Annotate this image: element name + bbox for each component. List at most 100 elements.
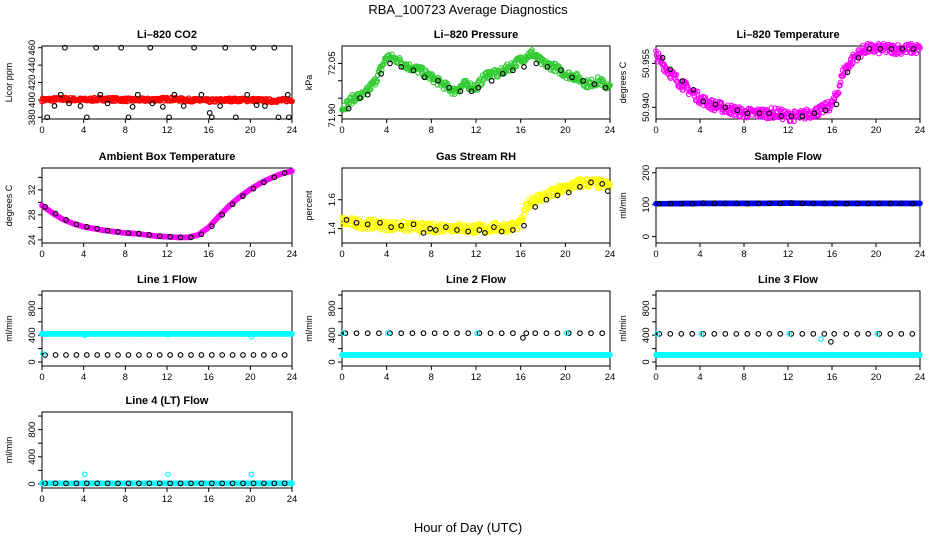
panel-title: Ambient Box Temperature: [99, 151, 236, 163]
y-tick-label: 440: [27, 57, 38, 73]
data-point: [198, 231, 205, 238]
data-point: [855, 54, 862, 61]
data-point: [42, 203, 48, 210]
x-tick-label: 20: [871, 372, 882, 383]
x-tick-label: 12: [162, 125, 173, 136]
data-point: [766, 110, 773, 117]
y-tick-label: 420: [27, 75, 38, 91]
data-point: [52, 352, 59, 358]
data-point: [607, 82, 613, 88]
data-point: [83, 352, 90, 358]
data-point: [832, 200, 839, 207]
data-point: [261, 352, 267, 358]
data-point: [44, 114, 51, 121]
data-point: [188, 480, 194, 487]
data-point: [913, 50, 920, 57]
data-point: [118, 44, 125, 51]
data-point: [917, 45, 923, 51]
plot-frame: [41, 167, 293, 244]
x-tick-label: 12: [162, 249, 173, 260]
panel-title: Li–820 CO2: [137, 29, 197, 41]
panel-title: Li–820 Temperature: [736, 29, 839, 41]
x-tick-label: 4: [81, 494, 86, 505]
data-point: [284, 91, 291, 98]
plot-frame: [41, 290, 293, 367]
x-tick-label: 20: [245, 125, 256, 136]
data-point: [62, 44, 68, 51]
data-point: [52, 210, 59, 217]
data-point: [146, 352, 153, 358]
data-point: [377, 219, 383, 226]
data-point: [156, 480, 163, 487]
data-point: [165, 331, 171, 338]
data-point: [876, 331, 883, 337]
panel-title: Li–820 Pressure: [434, 29, 518, 41]
data-point: [398, 64, 405, 70]
y-axis-label: kPa: [304, 75, 314, 91]
data-point: [690, 86, 697, 93]
data-point: [711, 331, 718, 337]
data-point: [63, 480, 69, 487]
x-tick-label: 20: [871, 125, 882, 136]
data-point: [240, 193, 246, 199]
data-point: [281, 170, 288, 176]
data-point: [281, 352, 288, 358]
x-tick-label: 0: [39, 372, 44, 383]
x-tick-label: 12: [783, 372, 794, 383]
data-point: [180, 103, 187, 109]
data-point: [364, 221, 371, 228]
data-point: [166, 114, 172, 121]
y-axis-label: degrees C: [4, 184, 14, 226]
data-point: [580, 77, 587, 84]
panel-10: Line 4 (LT) Flow 0 4 8 12 16 20 24 0 400 800 ml/min: [4, 395, 297, 505]
data-point: [420, 230, 427, 236]
y-tick-label: 24: [27, 235, 38, 246]
series-3: [654, 331, 880, 343]
data-point: [229, 352, 236, 358]
x-tick-label: 0: [653, 125, 658, 136]
data-point: [73, 480, 80, 487]
series-1: [339, 175, 613, 237]
x-tick-label: 4: [384, 249, 389, 260]
data-point: [778, 113, 785, 119]
x-tick-label: 8: [123, 249, 128, 260]
y-axis-label: degrees C: [618, 61, 628, 103]
x-tick-label: 8: [429, 125, 434, 136]
data-point: [829, 101, 836, 108]
data-point: [286, 114, 292, 121]
data-point: [565, 189, 572, 196]
x-tick-label: 24: [915, 372, 926, 383]
x-tick-label: 0: [339, 372, 344, 383]
series-2: [42, 352, 288, 358]
series-1: [39, 168, 295, 241]
y-tick-label: 32: [27, 185, 38, 196]
data-point: [271, 44, 278, 51]
x-tick-label: 24: [287, 249, 298, 260]
x-tick-label: 4: [81, 249, 86, 260]
data-point: [374, 72, 381, 78]
x-tick-label: 8: [123, 494, 128, 505]
y-tick-label: 0: [327, 359, 338, 364]
data-point: [711, 200, 718, 207]
data-point: [810, 331, 817, 337]
x-tick-label: 4: [384, 125, 389, 136]
data-point: [83, 114, 90, 121]
x-tick-label: 4: [697, 249, 702, 260]
panel-title: Sample Flow: [754, 151, 822, 163]
data-point: [588, 330, 594, 337]
data-point: [498, 330, 505, 337]
data-point: [353, 219, 360, 226]
x-tick-label: 8: [123, 125, 128, 136]
x-tick-label: 12: [471, 372, 482, 383]
data-point: [427, 225, 434, 232]
data-point: [521, 222, 527, 229]
data-point: [510, 227, 516, 233]
data-point: [97, 91, 104, 98]
x-tick-label: 12: [162, 372, 173, 383]
x-tick-label: 16: [827, 372, 838, 383]
data-point: [898, 331, 905, 337]
data-point: [481, 222, 487, 228]
data-point: [818, 336, 824, 343]
data-point: [374, 78, 381, 84]
y-tick-label: 800: [27, 300, 38, 316]
